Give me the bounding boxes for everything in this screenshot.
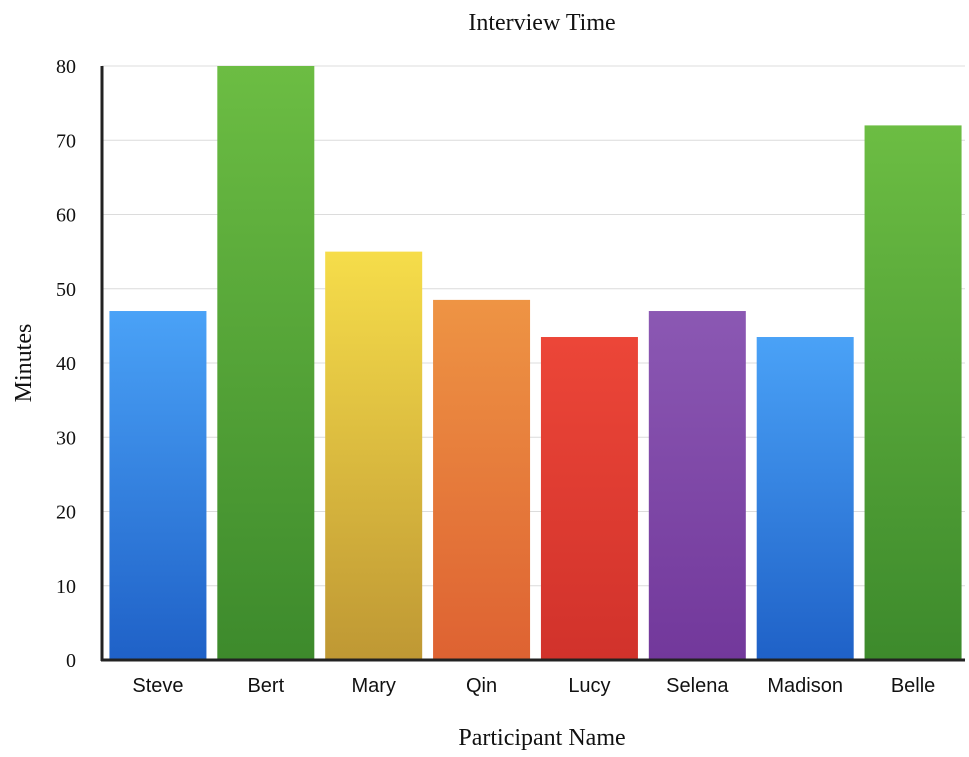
bar-mary	[325, 251, 423, 660]
x-tick-label: Bert	[247, 675, 284, 697]
bar-steve	[109, 311, 207, 660]
y-axis-title: Minutes	[11, 324, 37, 403]
x-tick-label: Lucy	[568, 675, 610, 697]
chart-title: Interview Time	[468, 10, 615, 36]
bars	[109, 66, 962, 660]
bar-selena	[648, 311, 746, 660]
x-tick-label: Madison	[767, 675, 843, 697]
x-tick-label: Steve	[132, 675, 183, 697]
bar-madison	[756, 337, 854, 660]
y-tick-label: 50	[56, 279, 76, 301]
y-tick-label: 60	[56, 205, 76, 227]
bar-lucy	[540, 337, 638, 660]
x-tick-label: Mary	[351, 675, 395, 697]
y-tick-label: 80	[56, 56, 76, 78]
y-tick-label: 30	[56, 427, 76, 449]
bar-belle	[864, 125, 962, 660]
x-tick-label: Qin	[466, 675, 497, 697]
y-tick-label: 40	[56, 353, 76, 375]
axes	[100, 66, 965, 662]
x-tick-label: Selena	[666, 675, 729, 697]
y-tick-label: 0	[66, 650, 76, 672]
y-tick-label: 20	[56, 502, 76, 524]
x-tick-label: Belle	[891, 675, 935, 697]
tick-labels: 0 10 20 30 40 50 60 70 80 Steve Bert Mary Qin Lucy Sel…	[56, 56, 935, 697]
y-tick-label: 70	[56, 130, 76, 152]
bar-qin	[433, 299, 531, 660]
x-axis-title: Participant Name	[458, 725, 625, 751]
y-tick-label: 10	[56, 576, 76, 598]
bar-bert	[217, 66, 315, 660]
